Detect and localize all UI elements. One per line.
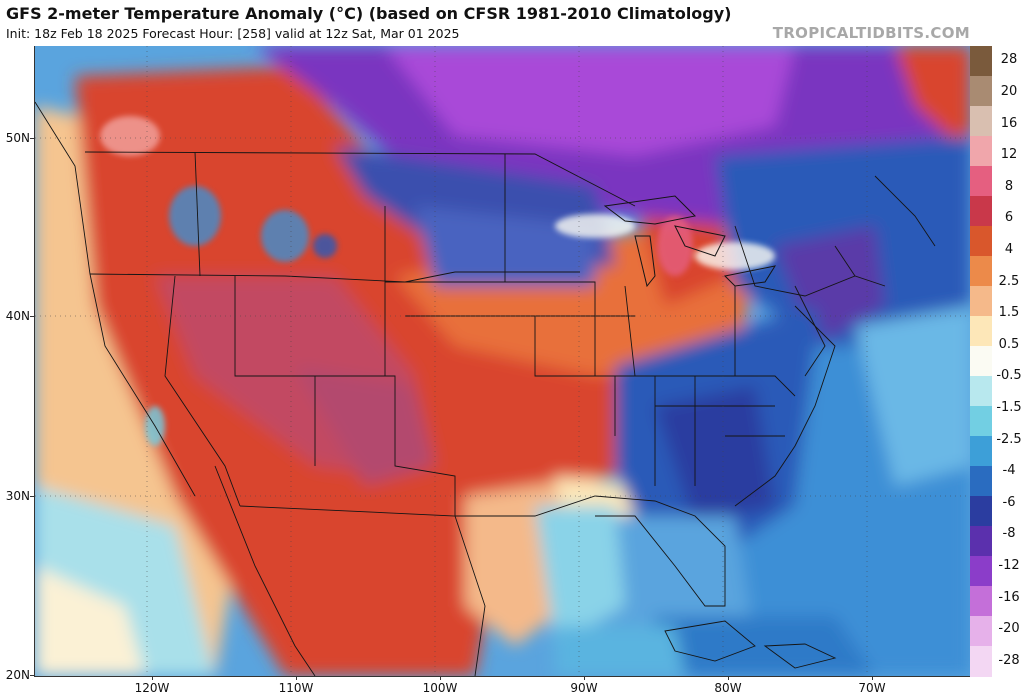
header: GFS 2-meter Temperature Anomaly (°C) (ba… bbox=[0, 0, 1024, 46]
lat-tick bbox=[30, 675, 34, 676]
lon-label-70w: 70W bbox=[858, 681, 886, 695]
legend-swatch bbox=[970, 586, 992, 617]
lon-tick bbox=[872, 676, 873, 680]
legend-label: 4 bbox=[1004, 242, 1014, 257]
legend-label: 12 bbox=[1000, 147, 1018, 162]
legend-swatch bbox=[970, 76, 992, 107]
lon-label-100w: 100W bbox=[422, 681, 458, 695]
lat-label-40n: 40N bbox=[5, 309, 30, 323]
anomaly-map bbox=[34, 46, 971, 677]
legend-swatch bbox=[970, 646, 992, 677]
legend-swatch bbox=[970, 256, 992, 287]
forecast-info: Init: 18z Feb 18 2025 Forecast Hour: [25… bbox=[6, 26, 460, 41]
legend-swatch bbox=[970, 136, 992, 167]
legend-swatch bbox=[970, 106, 992, 137]
legend-label: 0.5 bbox=[998, 337, 1020, 352]
legend-label: 16 bbox=[1000, 116, 1018, 131]
lon-tick bbox=[296, 676, 297, 680]
legend-label: 6 bbox=[1004, 210, 1014, 225]
legend-swatch bbox=[970, 286, 992, 317]
lat-tick bbox=[30, 138, 34, 139]
legend-swatch bbox=[970, 616, 992, 647]
legend-swatch bbox=[970, 166, 992, 197]
lon-tick bbox=[584, 676, 585, 680]
lon-label-80w: 80W bbox=[714, 681, 742, 695]
legend-label: -4 bbox=[1002, 463, 1016, 478]
legend-label: 2.5 bbox=[998, 274, 1020, 289]
legend-label: 8 bbox=[1004, 179, 1014, 194]
legend-label: 1.5 bbox=[998, 305, 1020, 320]
legend-swatch bbox=[970, 346, 992, 377]
legend-label: -1.5 bbox=[996, 400, 1022, 415]
brand-watermark[interactable]: TROPICALTIDBITS.COM bbox=[772, 24, 970, 42]
terrain-speckle bbox=[100, 116, 775, 446]
legend-label: -2.5 bbox=[996, 432, 1022, 447]
lat-label-30n: 30N bbox=[5, 489, 30, 503]
legend-label: -6 bbox=[1002, 495, 1016, 510]
legend-swatch bbox=[970, 196, 992, 227]
map-title: GFS 2-meter Temperature Anomaly (°C) (ba… bbox=[6, 4, 732, 23]
lat-label-20n: 20N bbox=[5, 668, 30, 682]
lat-tick bbox=[30, 316, 34, 317]
color-legend: 28 20 16 12 8 6 4 2.5 1.5 0.5 -0.5 -1.5 … bbox=[970, 46, 1024, 677]
lon-tick bbox=[152, 676, 153, 680]
lat-label-50n: 50N bbox=[5, 131, 30, 145]
legend-swatch bbox=[970, 406, 992, 437]
graticule bbox=[35, 46, 971, 676]
lon-label-110w: 110W bbox=[278, 681, 314, 695]
lon-label-90w: 90W bbox=[570, 681, 598, 695]
lon-label-120w: 120W bbox=[134, 681, 170, 695]
legend-swatch bbox=[970, 526, 992, 557]
legend-swatch bbox=[970, 556, 992, 587]
legend-swatch bbox=[970, 226, 992, 257]
legend-swatch bbox=[970, 496, 992, 527]
legend-label: 20 bbox=[1000, 84, 1018, 99]
legend-swatch bbox=[970, 436, 992, 467]
legend-swatch bbox=[970, 316, 992, 347]
lon-tick bbox=[728, 676, 729, 680]
lon-tick bbox=[440, 676, 441, 680]
legend-label: -8 bbox=[1002, 526, 1016, 541]
legend-swatch bbox=[970, 46, 992, 77]
lat-tick bbox=[30, 496, 34, 497]
legend-label: -12 bbox=[998, 558, 1020, 573]
legend-label: -28 bbox=[998, 653, 1020, 668]
legend-swatch bbox=[970, 466, 992, 497]
legend-label: -20 bbox=[998, 621, 1020, 636]
legend-label: -16 bbox=[998, 590, 1020, 605]
map-canvas bbox=[35, 46, 971, 676]
legend-label: 28 bbox=[1000, 52, 1018, 67]
political-boundaries bbox=[35, 101, 936, 676]
legend-swatch bbox=[970, 376, 992, 407]
anomaly-field bbox=[35, 46, 971, 676]
great-lakes bbox=[603, 195, 777, 288]
legend-label: -0.5 bbox=[996, 368, 1022, 383]
